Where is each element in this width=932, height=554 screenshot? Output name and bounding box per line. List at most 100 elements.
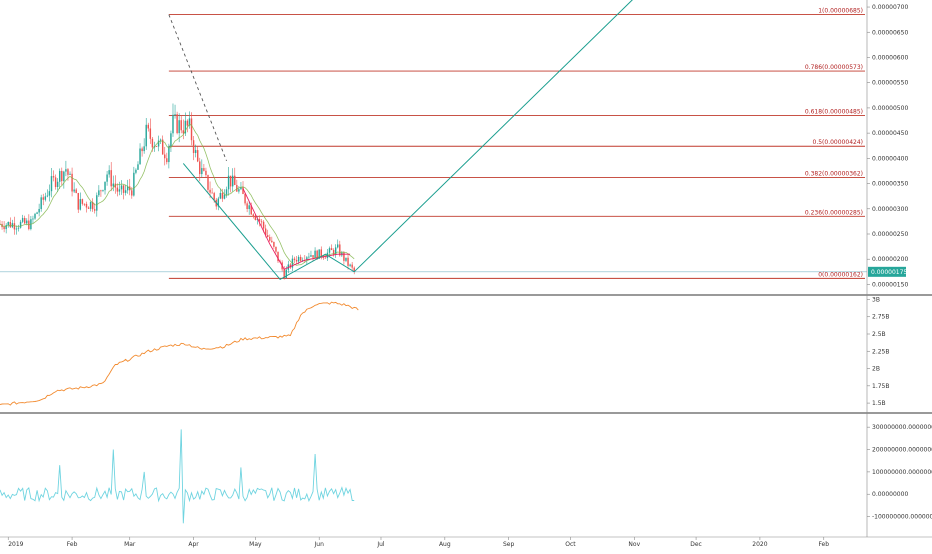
fib-level-label: 0(0.00000162)	[818, 271, 863, 278]
current-price-badge	[868, 266, 906, 277]
candle-body	[36, 212, 38, 214]
candle-body	[81, 199, 84, 204]
candle-body	[131, 190, 133, 196]
candle-body	[201, 168, 203, 175]
indicator-axis-tick-label: 1.75B	[872, 383, 889, 390]
candle	[157, 135, 160, 152]
candle	[180, 116, 182, 134]
candle	[54, 174, 57, 190]
candle-body	[322, 256, 325, 258]
volume-pane[interactable]	[0, 429, 355, 524]
candle	[347, 253, 349, 270]
price-axis-tick-label: 0.00000650	[872, 29, 908, 36]
candle-body	[157, 140, 160, 147]
candle-body	[244, 194, 246, 204]
price-pane[interactable]: 1(0.00000685) 0.786(0.00000573) 0.618(0.00…	[0, 0, 867, 281]
current-price-badge-label: 0.00000175	[871, 269, 907, 276]
candle-body	[339, 244, 341, 256]
candle-body	[209, 189, 211, 193]
candle	[52, 170, 55, 182]
candle-body	[73, 189, 75, 192]
candle-body	[17, 227, 20, 229]
price-axis-tick-label: 0.00000250	[872, 231, 908, 238]
price-axis-tick-label: 0.00000500	[872, 105, 908, 112]
candle-body	[337, 244, 339, 248]
time-axis-label: Nov	[628, 541, 640, 548]
candle	[238, 186, 240, 194]
candle-body	[118, 189, 121, 192]
price-axis-tick-label: 0.00000350	[872, 181, 908, 188]
candle	[314, 247, 316, 258]
candle-body	[316, 250, 318, 259]
candle-body	[108, 170, 110, 175]
price-axis-tick-label: 0.00000450	[872, 130, 908, 137]
candle-body	[199, 161, 201, 175]
candle	[353, 266, 355, 275]
time-axis-label: Oct	[565, 541, 576, 548]
candle-body	[15, 228, 18, 230]
candle-body	[264, 228, 267, 236]
candle-body	[196, 150, 199, 162]
candle	[227, 167, 230, 196]
time-axis-label: Mar	[124, 541, 136, 548]
candle-body	[178, 120, 180, 134]
candle-body	[137, 164, 139, 170]
candle-body	[44, 196, 47, 200]
candle	[201, 159, 203, 178]
candle-body	[71, 173, 73, 192]
candle-body	[59, 170, 61, 182]
candle-body	[54, 177, 57, 187]
candle	[293, 256, 296, 264]
candle-body	[38, 208, 40, 213]
candle	[182, 119, 185, 140]
candle	[295, 255, 298, 264]
fib-trend-dashed-line[interactable]	[168, 14, 227, 162]
candle	[81, 198, 84, 206]
candle-body	[126, 186, 129, 191]
time-axis-label: Jul	[376, 541, 385, 548]
candle	[205, 167, 207, 177]
candle-body	[190, 118, 193, 141]
candle-body	[343, 252, 345, 261]
candle	[231, 168, 234, 192]
candle-body	[120, 185, 123, 190]
candle-body	[334, 247, 337, 255]
candle	[71, 167, 73, 197]
candle-body	[250, 205, 252, 215]
candle	[172, 103, 174, 137]
candle-body	[122, 185, 125, 193]
candle	[236, 179, 238, 192]
candle-body	[353, 267, 355, 272]
volume-axis-tick-label: -100000000.00000000	[872, 514, 932, 521]
candle-body	[293, 258, 296, 260]
candle-body	[252, 214, 255, 217]
candle-body	[172, 114, 174, 134]
candle-body	[141, 148, 143, 152]
candle-body	[225, 189, 228, 195]
candle	[166, 152, 168, 165]
candle-body	[124, 190, 127, 193]
candle-body	[227, 175, 230, 190]
candle	[196, 146, 199, 163]
candle-body	[23, 217, 26, 224]
indicator-axis-tick-label: 2.25B	[872, 348, 889, 355]
candle	[337, 239, 339, 249]
candle	[69, 171, 71, 176]
indicator-pane[interactable]	[0, 301, 359, 406]
trend-line[interactable]	[182, 0, 640, 281]
moving-average-line	[0, 123, 355, 266]
candle-body	[161, 139, 164, 155]
price-axis-tick-label: 0.00000400	[872, 155, 908, 162]
candle	[23, 215, 26, 225]
candle	[147, 122, 149, 132]
candle-body	[26, 220, 28, 224]
candle	[351, 262, 353, 271]
candle	[184, 112, 187, 136]
candle-body	[318, 249, 320, 259]
candle-body	[221, 192, 224, 199]
candle	[75, 188, 77, 194]
candle-body	[174, 114, 176, 115]
candle-body	[349, 264, 351, 266]
candle	[48, 184, 51, 202]
